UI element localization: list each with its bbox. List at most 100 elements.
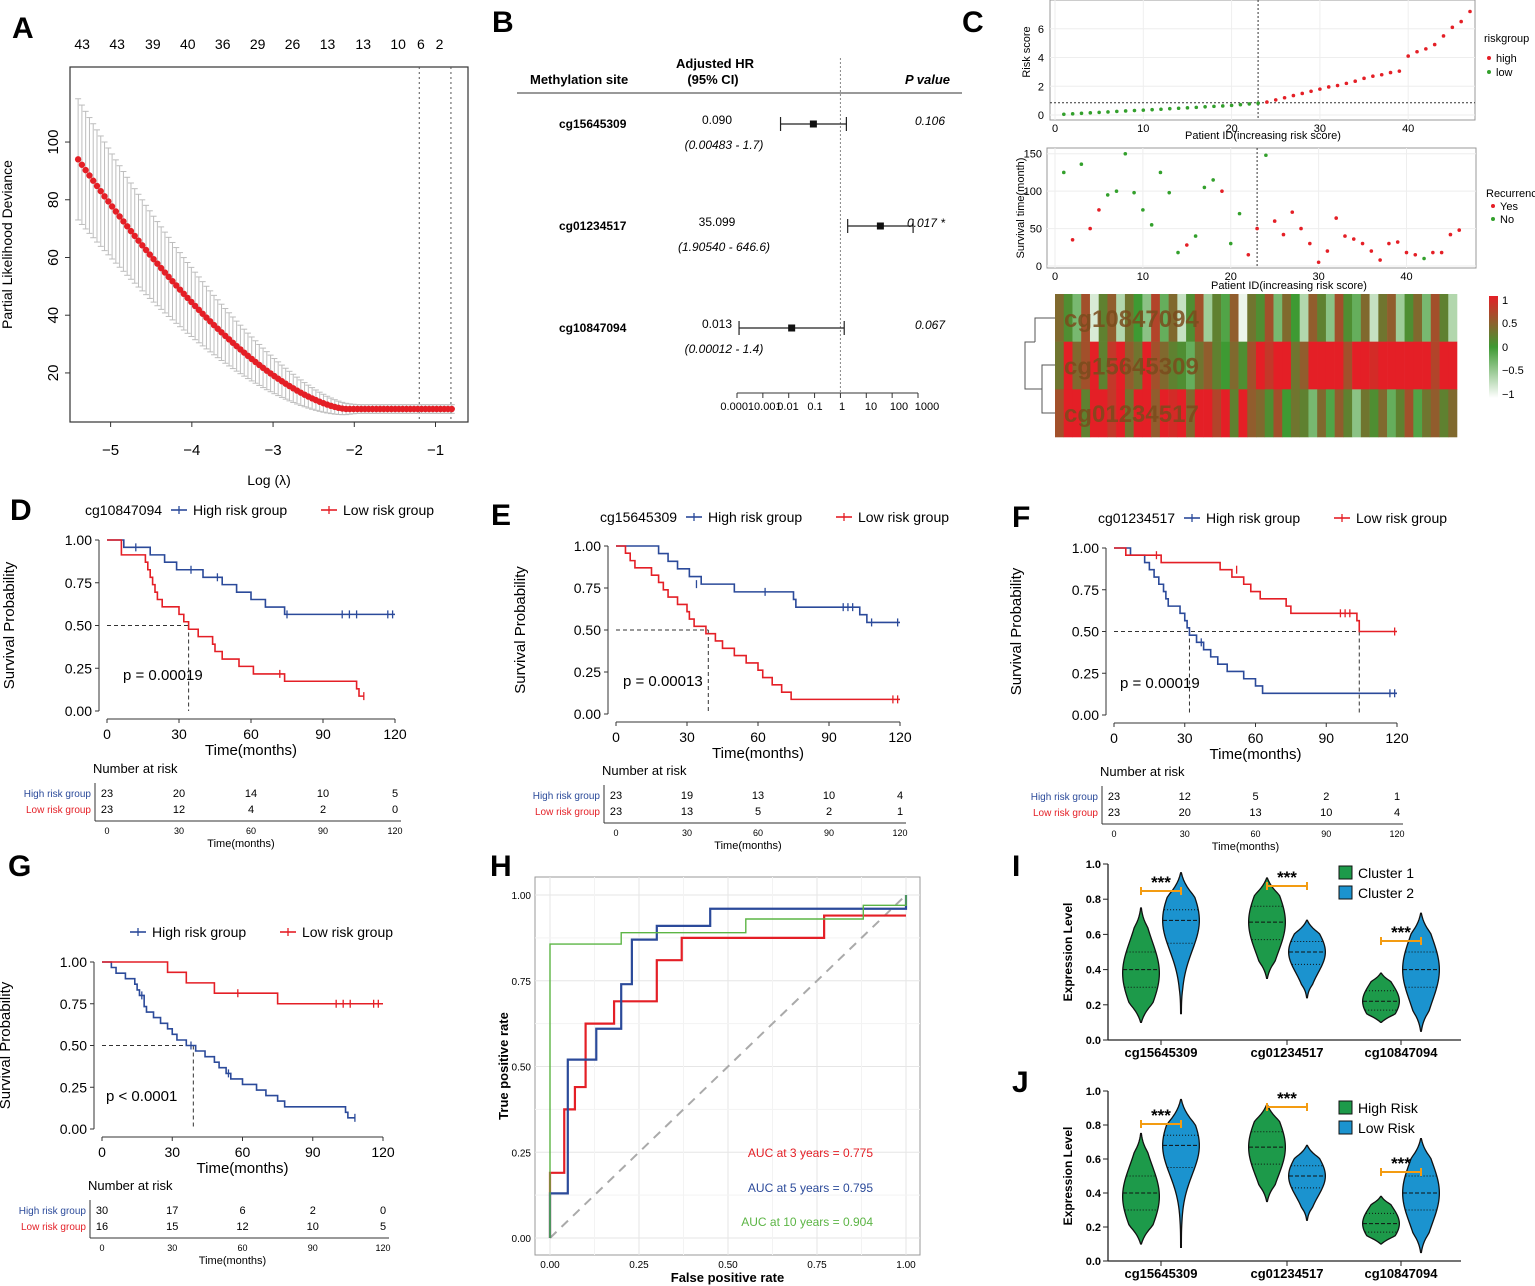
legend-label: Cluster 1 [1358, 865, 1414, 881]
heat-cell [1063, 341, 1073, 390]
risk-count: 2 [1323, 791, 1329, 803]
y-tick-label: 6 [1038, 24, 1044, 36]
deviance-point [173, 282, 180, 289]
risk-count: 4 [897, 790, 903, 802]
risk-count: 19 [681, 790, 693, 802]
survival-point [1281, 232, 1286, 237]
risk-count: 10 [1320, 807, 1332, 819]
hr-point [788, 324, 796, 332]
deviance-point [139, 242, 146, 249]
x-axis-title: Log (λ) [247, 472, 291, 488]
heat-cell [1186, 341, 1196, 390]
heat-cell [1387, 341, 1397, 390]
color-scale-label: −0.5 [1502, 365, 1524, 377]
risk-table-title: Number at risk [602, 763, 687, 778]
x-tick-label: 0.1 [807, 401, 822, 413]
panel-h-roc-curve: 0.00 0.25 0.50 0.75 1.00 0.00 0.25 0.50 0.75 1.00… [496, 876, 921, 1285]
risk-table-title: Number at risk [93, 761, 178, 776]
legend-label: Low risk group [302, 924, 393, 940]
y-tick-label: 50 [1030, 224, 1042, 236]
y-tick-label: 1.0 [1086, 859, 1101, 871]
heat-cell [1221, 294, 1231, 342]
risk-x-tick-label: 0 [613, 828, 618, 838]
y-tick-label: 0.4 [1086, 1188, 1102, 1200]
x-tick-label: 0.01 [777, 401, 798, 413]
survival-point [1255, 226, 1259, 231]
risk-count: 5 [392, 788, 398, 800]
legend-title: cg01234517 [1098, 510, 1175, 526]
heat-cell [1448, 389, 1458, 438]
heat-cell [1264, 294, 1274, 342]
heat-cell [1159, 294, 1169, 342]
deviance-point [90, 177, 97, 184]
risk-count: 2 [310, 1205, 316, 1217]
x-axis-title: Patient ID(increasing risk score) [1211, 280, 1367, 292]
risk-point [1371, 74, 1375, 78]
dendrogram [1024, 317, 1055, 414]
km-curve-low [107, 539, 364, 697]
survival-point [1299, 226, 1303, 231]
heat-cell [1107, 294, 1117, 342]
y-tick-label: 20 [45, 365, 62, 382]
heat-cell [1308, 294, 1318, 342]
heat-cell [1142, 294, 1152, 342]
heat-cell [1107, 389, 1117, 438]
legend-swatch [1338, 1100, 1353, 1115]
risk-count: 13 [752, 790, 764, 802]
heat-cell [1264, 389, 1274, 438]
risk-point [1247, 102, 1252, 106]
deviance-point [74, 156, 82, 163]
heat-cell [1360, 341, 1370, 390]
survival-point [1185, 243, 1189, 247]
y-tick-label: 1.00 [512, 891, 532, 902]
panel-b-forest-plot: Adjusted HR(95% CI) Methylation site P val… [517, 56, 962, 413]
risk-point [1079, 111, 1084, 116]
color-scale-label: −1 [1502, 389, 1515, 401]
risk-x-tick-label: 60 [237, 1243, 247, 1253]
heat-cell [1290, 341, 1300, 390]
x-tick-label: 30 [1177, 730, 1193, 746]
heat-cell [1142, 341, 1152, 390]
heat-cell [1168, 341, 1178, 390]
risk-point [1150, 107, 1154, 112]
risk-point [1212, 104, 1216, 109]
survival-point [1378, 258, 1382, 262]
risk-point [1070, 112, 1075, 116]
risk-point [1220, 104, 1225, 108]
risk-count: 20 [173, 788, 185, 800]
survival-point [1176, 250, 1180, 255]
x-tick-label: 0 [1052, 271, 1058, 283]
survival-point [1167, 190, 1172, 195]
risk-count: 5 [380, 1221, 386, 1233]
heat-row-label: cg10847094 [1064, 306, 1199, 333]
risk-x-tick-label: 30 [174, 826, 184, 836]
heat-cell [1229, 389, 1239, 438]
risk-count: 0 [392, 804, 398, 816]
risk-point [1229, 103, 1234, 108]
survival-point [1431, 250, 1435, 255]
survival-point [1141, 208, 1145, 212]
heat-cell [1325, 341, 1335, 390]
heat-cell [1168, 389, 1178, 438]
heat-cell [1317, 389, 1327, 438]
y-tick-label: 1.00 [574, 538, 601, 554]
y-tick-label: 1.00 [65, 532, 92, 548]
y-axis-title: Expression Level [1061, 1127, 1075, 1226]
heat-cell [1413, 294, 1423, 342]
panel-label-g: G [8, 850, 31, 883]
km-curve-high [1114, 547, 1397, 695]
x-category-label: cg15645309 [1124, 1045, 1197, 1060]
panel-label-j: J [1012, 1066, 1029, 1099]
risk-point [1300, 91, 1305, 96]
x-axis-title: Time(months) [1210, 746, 1302, 763]
legend-title: cg15645309 [600, 509, 677, 525]
risk-point [1415, 49, 1419, 54]
header-site: Methylation site [530, 72, 628, 87]
y-tick-label: 100 [45, 130, 62, 155]
survival-point [1123, 151, 1128, 156]
survival-point [1457, 228, 1462, 232]
risk-count: 1 [1394, 791, 1400, 803]
risk-point [1265, 100, 1269, 104]
plot-frame [69, 66, 469, 423]
x-tick-label: 20 [1225, 123, 1237, 135]
